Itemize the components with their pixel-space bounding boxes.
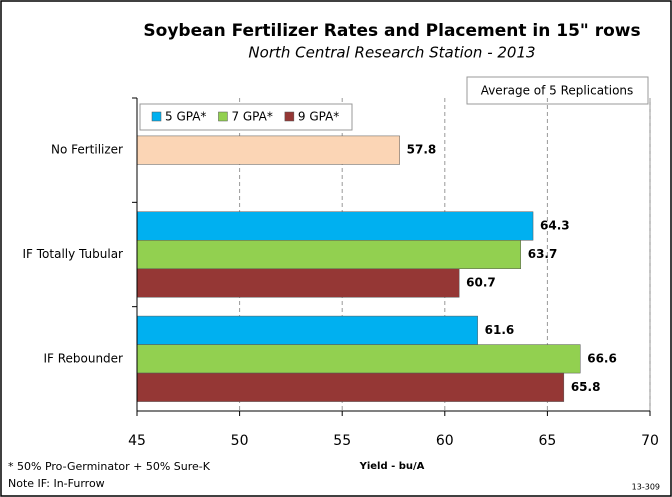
legend-swatch [284, 111, 295, 122]
chart-title: Soybean Fertilizer Rates and Placement i… [143, 21, 640, 41]
bar [136, 315, 478, 345]
bar [136, 135, 400, 165]
y-tick-label: IF Rebounder [43, 351, 123, 365]
x-tick-label: 70 [641, 433, 659, 449]
value-label: 64.3 [540, 219, 570, 233]
chart-subtitle: North Central Research Station - 2013 [248, 44, 535, 62]
legend-label: 7 GPA* [231, 110, 272, 124]
x-tick-label: 50 [231, 433, 249, 449]
legend-label: 9 GPA* [298, 110, 339, 124]
bar [136, 268, 460, 298]
x-tick-label: 45 [128, 433, 146, 449]
chart-code: 13-309 [632, 483, 660, 492]
x-tick-label: 65 [538, 433, 556, 449]
value-label: 61.6 [485, 323, 515, 337]
legend-box [139, 103, 353, 131]
value-label: 65.8 [571, 380, 601, 394]
value-label: 57.8 [407, 143, 437, 157]
bar [136, 344, 581, 374]
legend-label: 5 GPA* [165, 110, 206, 124]
value-label: 66.6 [587, 351, 617, 365]
y-tick-label: IF Totally Tubular [23, 247, 124, 261]
x-axis-title: Yield - bu/A [359, 461, 425, 472]
bar [136, 240, 521, 269]
annotation: Average of 5 Replications [481, 84, 634, 98]
legend-swatch [218, 111, 228, 122]
bar [136, 372, 565, 402]
value-label: 60.7 [466, 276, 496, 290]
y-tick-label: No Fertilizer [51, 143, 123, 157]
bar [136, 211, 534, 241]
annotation-box [466, 76, 649, 105]
footnote: Note IF: In-Furrow [8, 477, 105, 490]
x-tick-label: 60 [436, 433, 454, 449]
x-tick-label: 55 [333, 433, 351, 449]
legend-swatch [151, 111, 162, 122]
value-label: 63.7 [528, 247, 558, 261]
footnote: * 50% Pro-Germinator + 50% Sure-K [8, 460, 211, 473]
